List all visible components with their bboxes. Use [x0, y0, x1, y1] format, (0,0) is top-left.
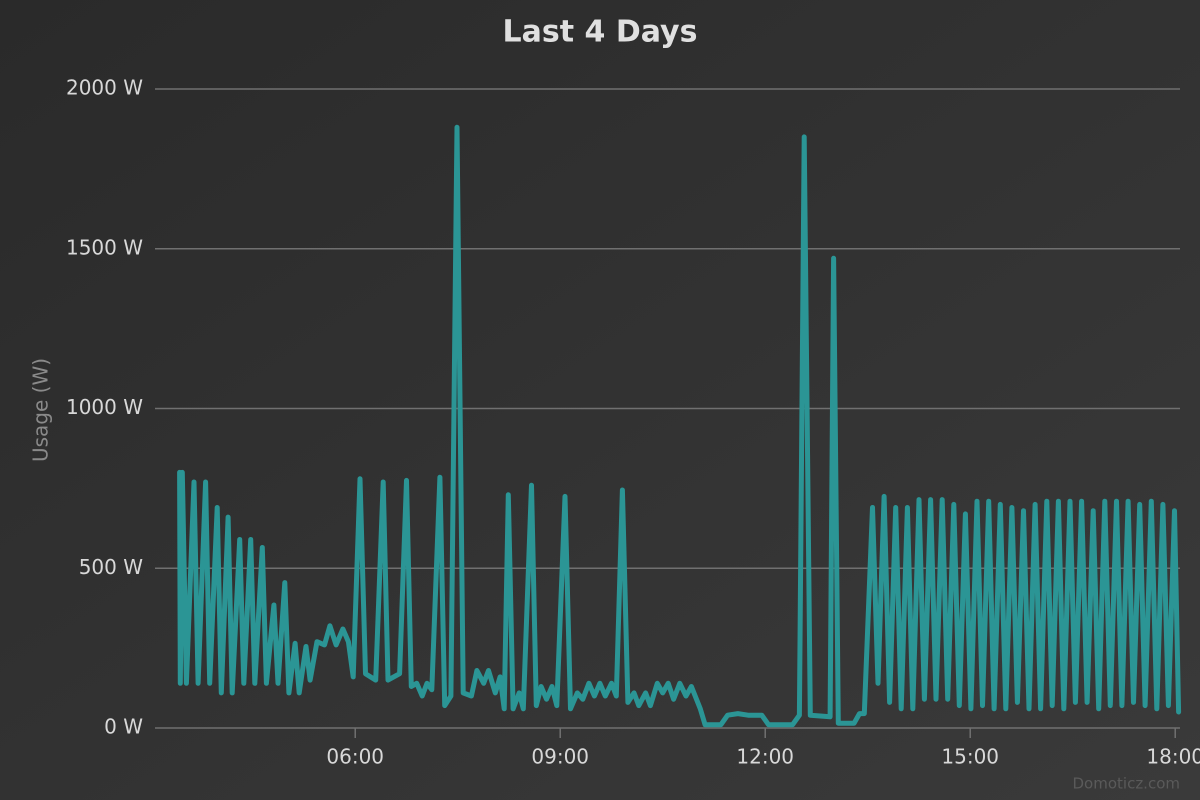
y-tick-label: 1500 W	[66, 235, 143, 259]
watermark: Domoticz.com	[1073, 775, 1181, 793]
x-tick-label: 09:00	[531, 745, 589, 769]
y-tick-label: 0 W	[104, 715, 143, 739]
usage-line	[177, 124, 1182, 728]
x-tick-label: 15:00	[941, 745, 999, 769]
x-tick-label: 18:00	[1146, 745, 1200, 769]
x-tick-label: 12:00	[736, 745, 794, 769]
y-tick-label: 500 W	[79, 555, 144, 579]
chart-title: Last 4 Days	[503, 15, 698, 50]
y-axis-label: Usage (W)	[29, 358, 53, 462]
y-tick-label: 1000 W	[66, 395, 143, 419]
y-tick-label: 2000 W	[66, 76, 143, 100]
x-tick-label: 06:00	[326, 745, 384, 769]
